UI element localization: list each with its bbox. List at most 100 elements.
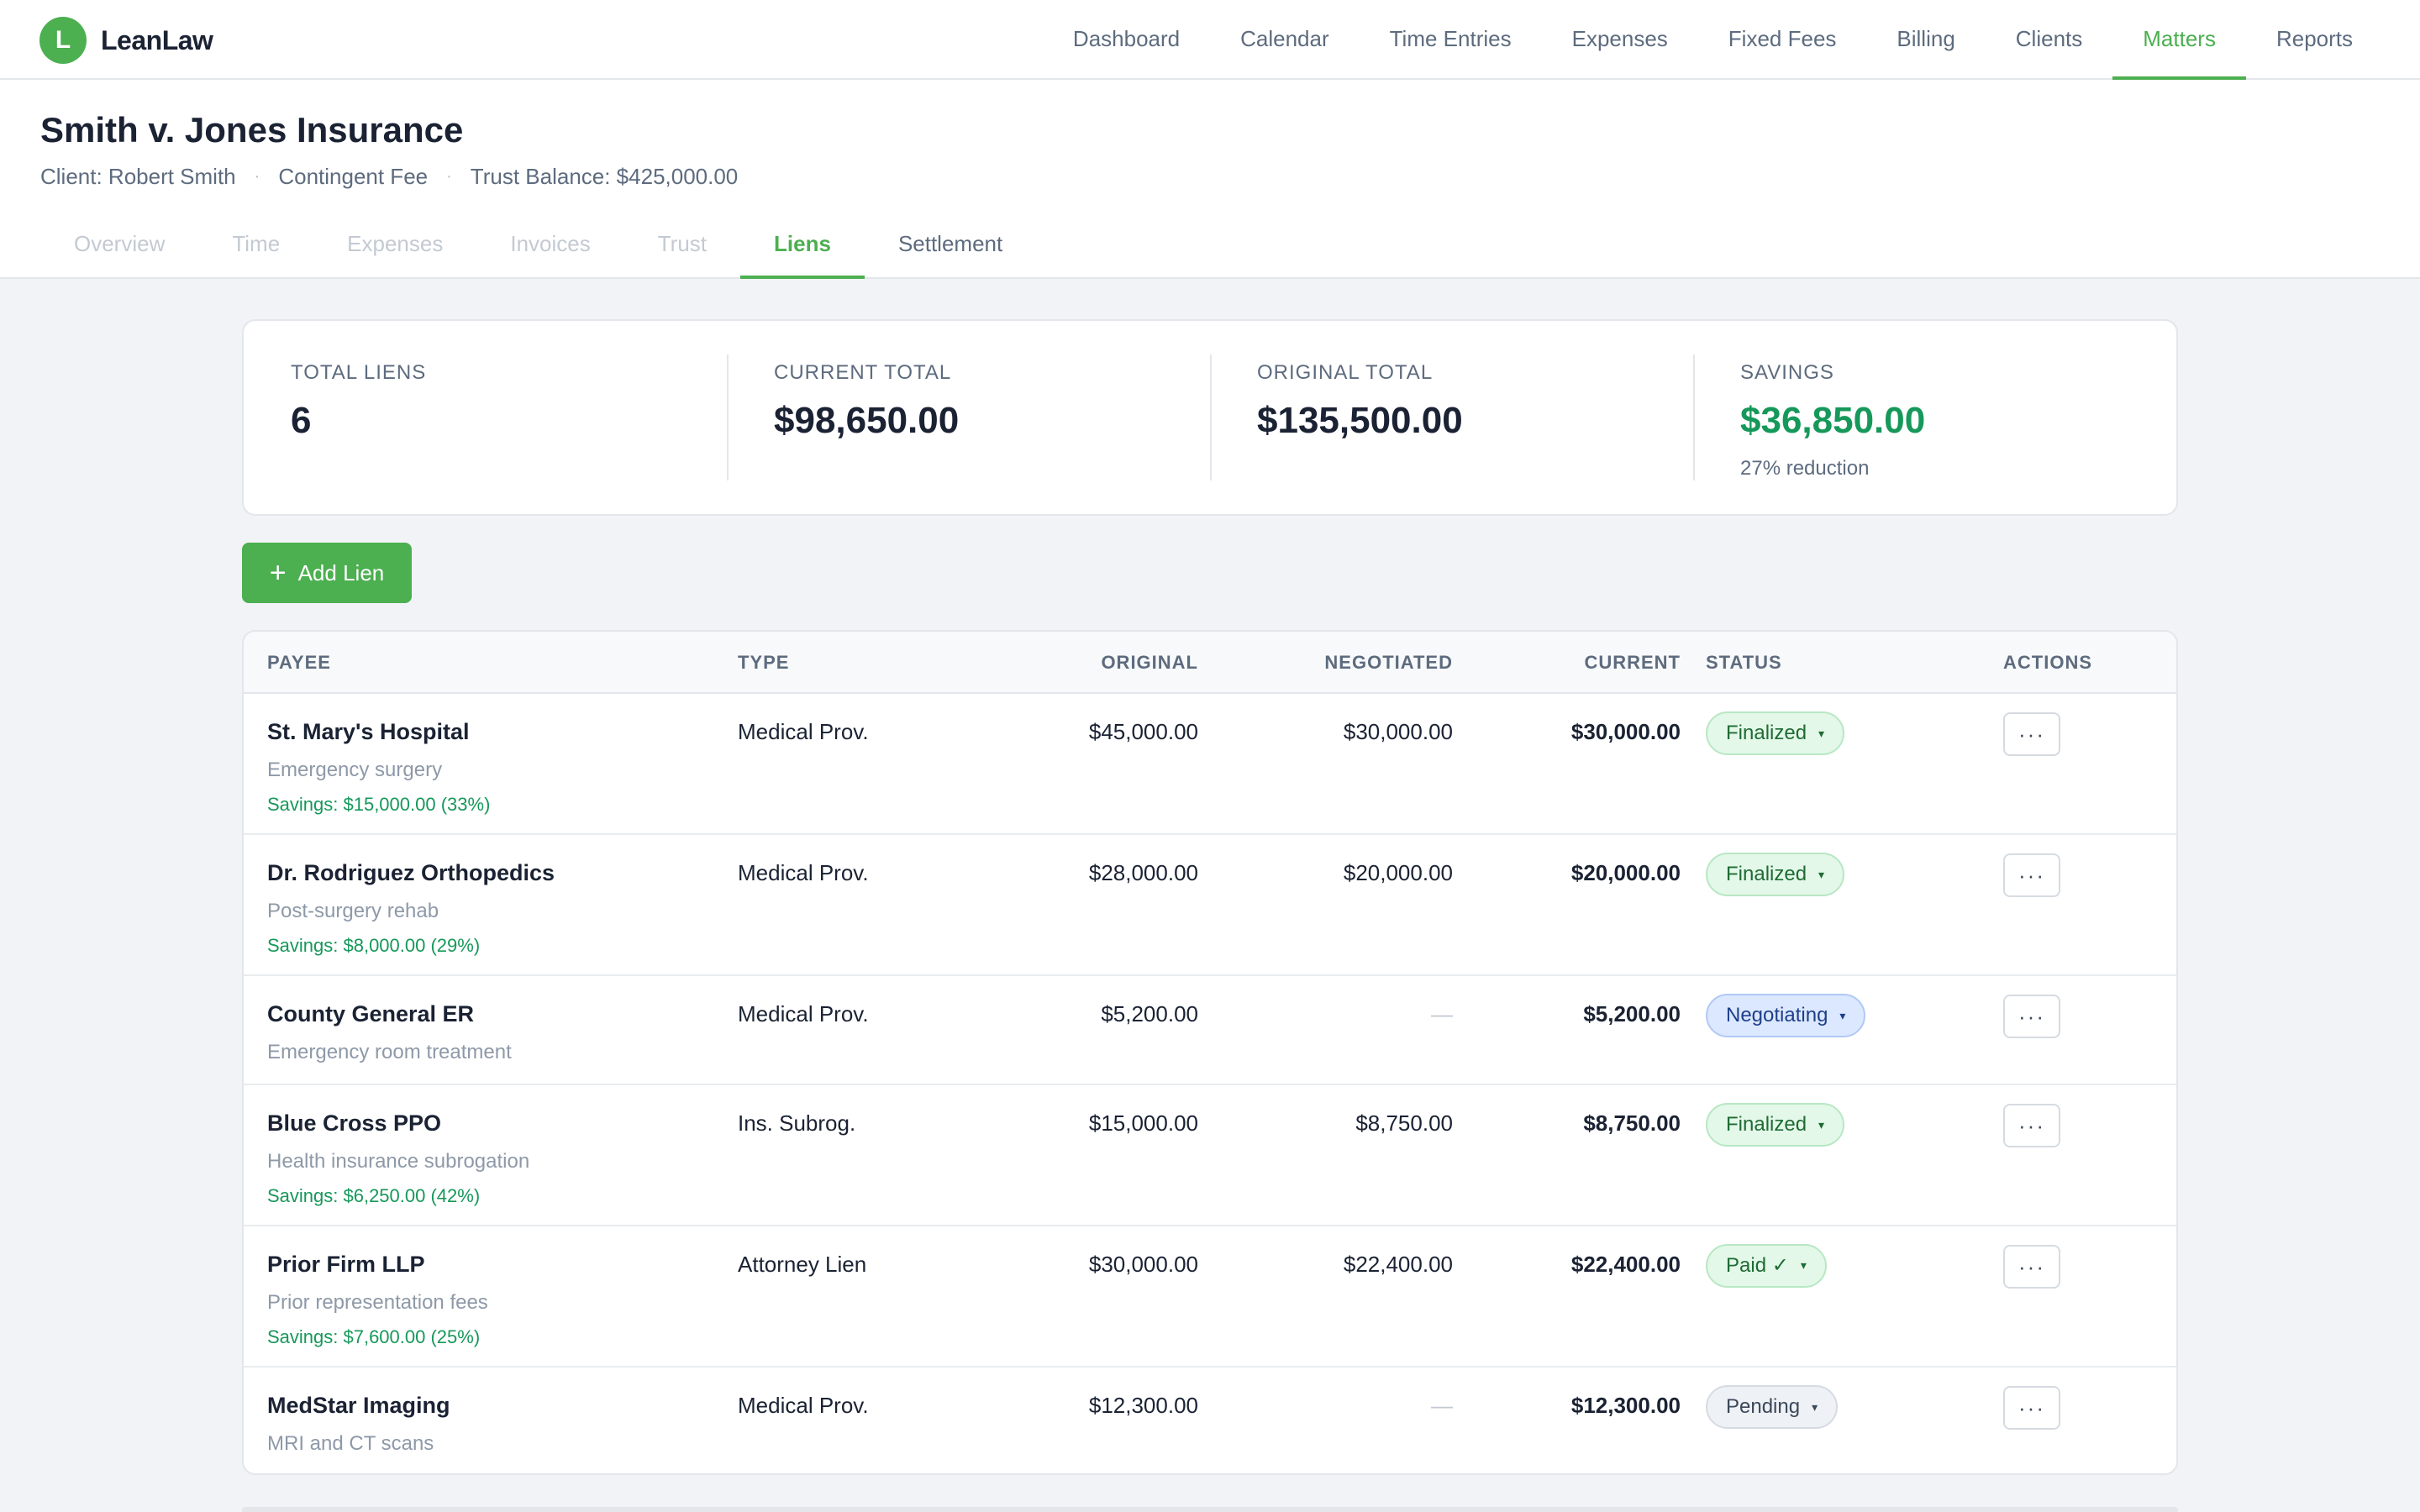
matter-trust-balance: Trust Balance: $425,000.00 [470,164,739,189]
stat-value: $135,500.00 [1257,400,1463,441]
payee-savings: Savings: $15,000.00 (33%) [267,794,491,815]
row-actions-button[interactable]: ··· [2003,853,2060,897]
column-header-type[interactable]: TYPE [738,652,790,673]
negotiated-amount: $30,000.00 [1343,719,1453,744]
column-header-actions: ACTIONS [2003,652,2092,673]
lien-type: Medical Prov. [738,1393,869,1418]
original-amount: $12,300.00 [1088,1393,1198,1418]
table-header: PAYEE TYPE ORIGINAL NEGOTIATED CURRENT S… [244,632,2176,694]
original-amount: $28,000.00 [1088,860,1198,885]
status-badge[interactable]: Paid ✓ ▾ [1706,1243,1827,1288]
status-label: Finalized [1726,722,1807,744]
status-cell: Finalized ▾ [1706,1103,1845,1147]
current-amount: $22,400.00 [1570,1252,1681,1277]
payee-cell: Blue Cross PPO Health insurance subrogat… [267,1110,529,1207]
liens-summary-card: TOTAL LIENS 6 CURRENT TOTAL $98,650.00 O… [242,319,2178,516]
payee-name[interactable]: MedStar Imaging [267,1393,450,1418]
matter-header: Smith v. Jones Insurance Client: Robert … [0,80,2420,279]
table-row[interactable]: Prior Firm LLP Prior representation fees… [244,1226,2176,1368]
status-badge[interactable]: Finalized ▾ [1706,853,1845,896]
negotiated-amount: $20,000.00 [1343,860,1453,885]
status-label: Finalized [1726,1113,1807,1136]
negotiated-amount: $22,400.00 [1343,1252,1453,1277]
chevron-down-icon: ▾ [1800,1258,1807,1272]
nav-item-reports[interactable]: Reports [2275,26,2353,51]
payee-name[interactable]: St. Mary's Hospital [267,719,470,744]
chevron-down-icon: ▾ [1818,867,1825,881]
tab-overview[interactable]: Overview [74,230,166,256]
tab-invoices[interactable]: Invoices [510,230,591,256]
tab-settlement[interactable]: Settlement [897,230,1003,256]
original-amount: $5,200.00 [1101,1001,1198,1026]
stat-label: TOTAL LIENS [291,361,427,384]
column-header-negotiated[interactable]: NEGOTIATED [1324,652,1453,673]
stat-label: ORIGINAL TOTAL [1257,361,1434,384]
tab-liens[interactable]: Liens [740,210,865,279]
nav-item-expenses[interactable]: Expenses [1571,26,1668,51]
payee-description: Emergency surgery [267,759,443,781]
table-row[interactable]: St. Mary's Hospital Emergency surgery Sa… [244,694,2176,835]
negotiated-amount: — [1431,1001,1453,1026]
add-lien-button[interactable]: + Add Lien [242,543,412,603]
page-title: Smith v. Jones Insurance [40,110,464,150]
chevron-down-icon: ▾ [1818,726,1825,740]
nav-item-fixed-fees[interactable]: Fixed Fees [1728,26,1837,51]
lien-type: Ins. Subrog. [738,1110,856,1136]
payee-name[interactable]: County General ER [267,1001,475,1026]
negotiated-amount: — [1431,1393,1453,1418]
brand-logo-icon: L [39,17,87,64]
stat-total-liens: TOTAL LIENS 6 [244,354,727,480]
nav-item-clients[interactable]: Clients [2015,26,2083,51]
status-label: Negotiating [1726,1004,1828,1026]
row-actions-button[interactable]: ··· [2003,1245,2060,1289]
current-amount: $8,750.00 [1583,1110,1681,1136]
row-actions-button[interactable]: ··· [2003,995,2060,1038]
nav-item-time-entries[interactable]: Time Entries [1389,26,1512,51]
negotiated-amount: $8,750.00 [1355,1110,1453,1136]
status-cell: Pending ▾ [1706,1385,1839,1429]
payee-description: MRI and CT scans [267,1432,434,1455]
row-actions-button[interactable]: ··· [2003,1104,2060,1147]
status-badge[interactable]: Finalized ▾ [1706,1103,1845,1147]
row-actions-button[interactable]: ··· [2003,1386,2060,1430]
lien-type: Attorney Lien [738,1252,867,1277]
stat-savings: SAVINGS $36,850.00 27% reduction [1693,354,2176,480]
stat-value: 6 [291,400,312,441]
row-actions-button[interactable]: ··· [2003,712,2060,756]
lien-type: Medical Prov. [738,1001,869,1026]
table-row[interactable]: County General ER Emergency room treatme… [244,976,2176,1085]
table-row[interactable]: Dr. Rodriguez Orthopedics Post-surgery r… [244,835,2176,976]
nav-item-dashboard[interactable]: Dashboard [1072,26,1181,51]
status-badge[interactable]: Pending ▾ [1706,1385,1839,1429]
column-header-status[interactable]: STATUS [1706,652,1782,673]
tab-time[interactable]: Time [232,230,281,256]
nav-item-billing[interactable]: Billing [1897,26,1955,51]
brand[interactable]: L LeanLaw [39,17,213,64]
payee-name[interactable]: Blue Cross PPO [267,1110,442,1136]
matter-client: Client: Robert Smith [40,164,236,189]
matter-tabs: Overview Time Expenses Invoices Trust Li… [40,210,1036,279]
table-row[interactable]: Blue Cross PPO Health insurance subrogat… [244,1085,2176,1226]
payee-cell: MedStar Imaging MRI and CT scans [267,1393,450,1456]
column-header-original[interactable]: ORIGINAL [1101,652,1198,673]
status-badge[interactable]: Negotiating ▾ [1706,994,1866,1037]
payee-name[interactable]: Dr. Rodriguez Orthopedics [267,860,555,885]
payee-savings: Savings: $8,000.00 (29%) [267,935,481,956]
payee-savings: Savings: $7,600.00 (25%) [267,1326,481,1347]
table-row[interactable]: MedStar Imaging MRI and CT scans Medical… [244,1368,2176,1473]
payee-cell: Dr. Rodriguez Orthopedics Post-surgery r… [267,860,555,957]
status-badge[interactable]: Finalized ▾ [1706,711,1845,755]
payee-name[interactable]: Prior Firm LLP [267,1252,425,1277]
add-lien-label: Add Lien [297,559,385,585]
column-header-payee[interactable]: PAYEE [267,652,331,673]
nav-item-calendar[interactable]: Calendar [1240,26,1329,51]
stat-value: $98,650.00 [774,400,960,441]
tab-trust[interactable]: Trust [657,230,708,256]
original-amount: $15,000.00 [1088,1110,1198,1136]
stat-value: $36,850.00 [1740,400,1926,441]
stat-label: SAVINGS [1740,361,1834,384]
original-amount: $45,000.00 [1088,719,1198,744]
nav-item-matters[interactable]: Matters [2112,0,2246,80]
column-header-current[interactable]: CURRENT [1584,652,1681,673]
tab-expenses[interactable]: Expenses [347,230,444,256]
